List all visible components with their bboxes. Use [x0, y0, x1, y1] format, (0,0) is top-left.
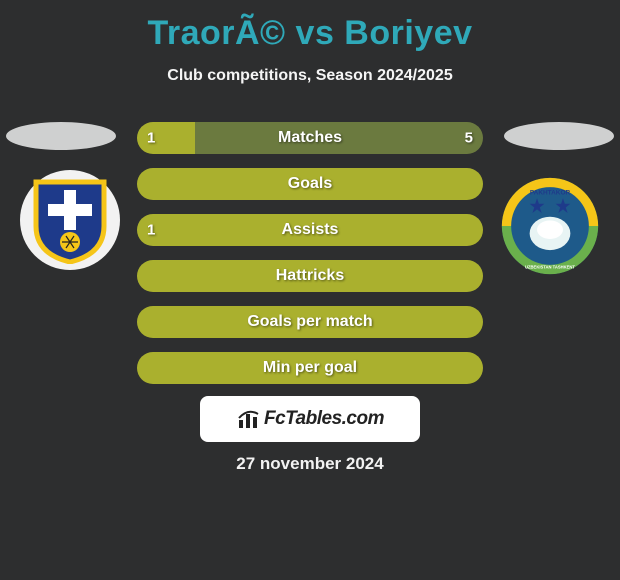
stat-bars-container: Matches 1 5 Goals Assists 1 Hattricks Goals per…: [137, 122, 483, 398]
svg-text:UZBEKISTAN TASHKENT: UZBEKISTAN TASHKENT: [525, 265, 575, 270]
bar-label: Goals per match: [247, 313, 372, 331]
bar-label: Assists: [282, 221, 339, 239]
fctables-branding: FcTables.com: [200, 396, 420, 442]
stat-bar-hattricks: Hattricks: [137, 260, 483, 292]
branding-text: FcTables.com: [264, 408, 384, 430]
bar-label: Matches: [278, 129, 342, 147]
bar-value-player2: 5: [465, 130, 473, 147]
bar-label: Min per goal: [263, 359, 357, 377]
bar-value-player1: 1: [147, 222, 155, 239]
comparison-title: TraorÃ© vs Boriyev: [0, 0, 620, 53]
chart-logo-icon: [236, 406, 262, 432]
player1-club-crest: [20, 170, 120, 270]
snapshot-date: 27 november 2024: [0, 454, 620, 474]
stat-bar-assists: Assists 1: [137, 214, 483, 246]
stat-bar-goals-per-match: Goals per match: [137, 306, 483, 338]
bar-seg-player1: [137, 122, 195, 154]
inter-zapresic-badge-icon: [26, 176, 114, 264]
season-subtitle: Club competitions, Season 2024/2025: [0, 67, 620, 85]
bar-label: Goals: [288, 175, 332, 193]
stat-bar-matches: Matches 1 5: [137, 122, 483, 154]
player2-photo-placeholder: [504, 122, 614, 150]
stat-bar-goals: Goals: [137, 168, 483, 200]
svg-text:PAKHTAKOR: PAKHTAKOR: [530, 190, 571, 197]
bar-value-player1: 1: [147, 130, 155, 147]
pakhtakor-badge-icon: PAKHTAKOR UZBEKISTAN TASHKENT: [500, 172, 600, 280]
stat-bar-min-per-goal: Min per goal: [137, 352, 483, 384]
bar-label: Hattricks: [276, 267, 344, 285]
player2-club-crest: PAKHTAKOR UZBEKISTAN TASHKENT: [500, 176, 600, 276]
player1-photo-placeholder: [6, 122, 116, 150]
